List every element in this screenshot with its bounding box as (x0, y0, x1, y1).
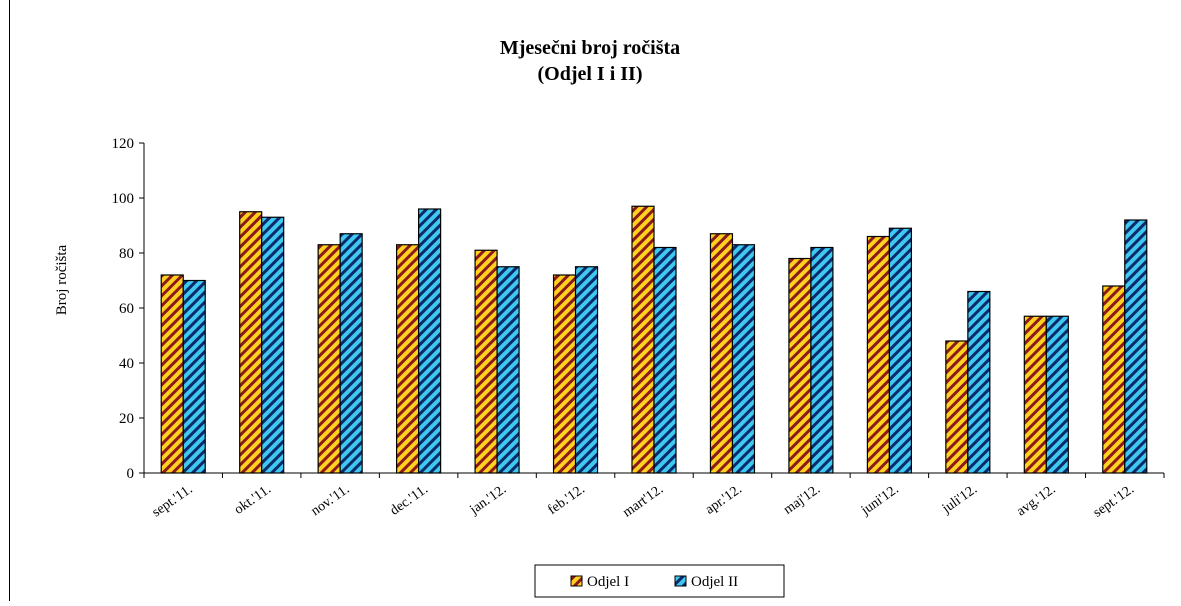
legend: Odjel I Odjel II (534, 564, 785, 598)
bar-odjel-ii (574, 266, 599, 474)
bar-odjel-ii (731, 244, 756, 474)
bar-odjel-i (160, 274, 184, 474)
bar-odjel-i (709, 233, 734, 474)
x-tick-label: feb.'12. (545, 482, 588, 518)
x-tick-label: maj'12. (781, 482, 823, 518)
y-tick-label: 20 (119, 411, 134, 427)
y-tick-label: 120 (112, 136, 135, 152)
x-tick-label: dec.'11. (388, 482, 431, 519)
y-tick-label: 80 (119, 246, 134, 262)
y-tick-label: 60 (119, 301, 134, 317)
bar-odjel-i (474, 249, 498, 474)
bar-odjel-i (866, 235, 890, 474)
x-tick-label: juli'12. (939, 482, 980, 517)
bar-odjel-ii (888, 227, 912, 474)
bar-odjel-i (945, 340, 969, 474)
x-tick-label: sept.'11. (150, 482, 196, 520)
bar-odjel-ii (496, 266, 520, 474)
x-tick-label: avg.'12. (1014, 482, 1058, 519)
x-tick-label: okt.'11. (232, 482, 274, 518)
y-axis-label: Broj ročišta (54, 244, 70, 315)
legend-swatch-odjel-i (570, 575, 583, 587)
legend-swatch-odjel-ii (674, 575, 687, 587)
bar-odjel-i (1023, 315, 1047, 474)
bar-odjel-i (631, 205, 655, 474)
bar-odjel-i (239, 211, 263, 474)
x-tick-label: sept.'12. (1091, 482, 1137, 521)
bar-odjel-ii (810, 246, 834, 474)
bar-odjel-i (317, 244, 341, 474)
plot-area: 0 20 40 60 80 100 120 sept.'11. okt.'11. nov.'11.… (112, 136, 1165, 521)
bar-odjel-i (788, 257, 812, 474)
bar-odjel-i (1102, 285, 1126, 474)
bar-odjel-ii (1045, 315, 1069, 474)
bar-odjel-ii (418, 208, 442, 474)
page-left-border (9, 0, 10, 601)
x-tick-label: jan.'12. (467, 482, 510, 518)
bar-odjel-ii (261, 216, 285, 474)
x-tick-label: nov.'11. (309, 482, 353, 519)
legend-label-odjel-ii: Odjel II (691, 574, 738, 590)
chart-title: Mjesečni broj ročišta (500, 37, 680, 59)
x-tick-label: juni'12. (858, 482, 902, 519)
bar-odjel-ii (967, 290, 991, 474)
y-tick-label: 0 (127, 466, 135, 482)
x-tick-label: apr.'12. (703, 482, 745, 518)
bar-odjel-ii (339, 233, 363, 474)
y-tick-label: 100 (112, 191, 135, 207)
bar-odjel-i (396, 244, 420, 474)
x-tick-label: mart'12. (620, 482, 666, 520)
bar-odjel-ii (653, 246, 677, 474)
bar-odjel-i (552, 274, 577, 474)
chart-subtitle: (Odjel I i II) (538, 63, 643, 85)
legend-label-odjel-i: Odjel I (587, 574, 629, 590)
bar-odjel-ii (1124, 219, 1148, 474)
y-tick-label: 40 (119, 356, 134, 372)
bar-odjel-ii (182, 279, 206, 474)
